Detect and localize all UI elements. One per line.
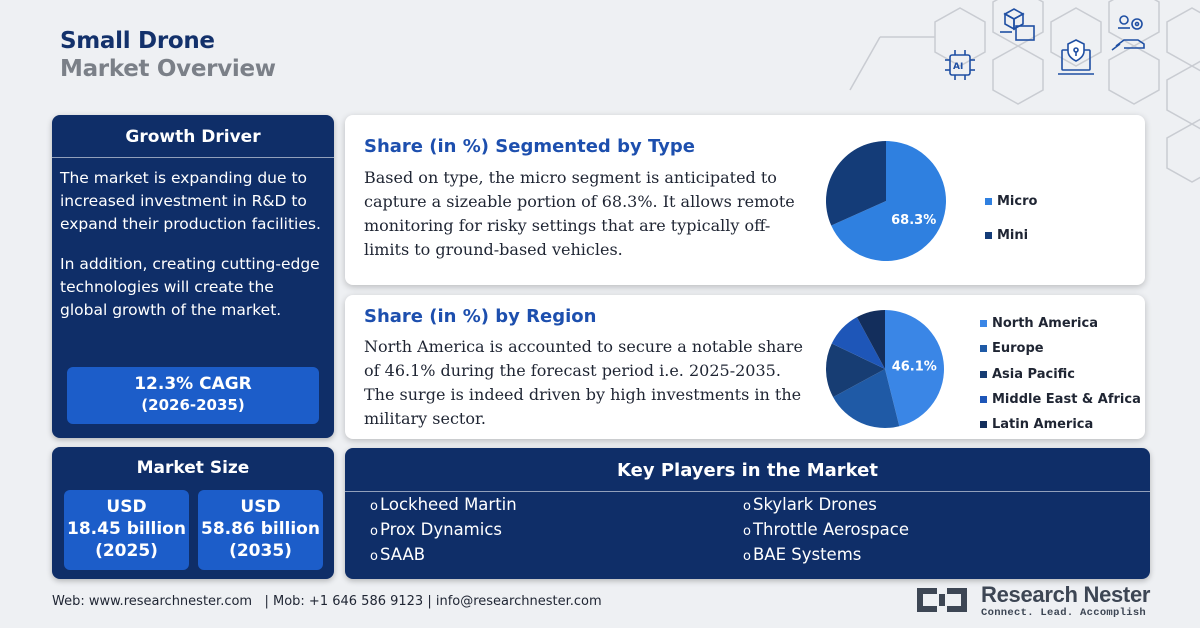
market-size-amount: 58.86 billion — [201, 519, 320, 539]
legend-item-europe: Europe — [980, 336, 1141, 361]
type-pie-chart: 68.3% — [826, 141, 946, 261]
key-players-right-column: o Skylark Drones o Throttle Aerospace o BAE… — [743, 492, 909, 567]
growth-driver-divider — [52, 157, 334, 158]
legend-item-middle-east-africa: Middle East & Africa — [980, 387, 1141, 412]
region-share-title: Share (in %) by Region — [364, 306, 597, 327]
pie-slice-micro — [831, 141, 946, 261]
legend-swatch — [980, 370, 987, 378]
legend-label: Middle East & Africa — [992, 392, 1141, 408]
market-size-2035: USD 58.86 billion (2035) — [198, 490, 323, 570]
market-size-title: Market Size — [136, 458, 250, 478]
key-player-name: Lockheed Martin — [379, 495, 517, 514]
page-title: Small Drone Market Overview — [60, 28, 276, 82]
bullet-icon: o — [743, 524, 751, 539]
cagr-period: (2026-2035) — [141, 396, 245, 414]
growth-driver-paragraph2: In addition, creating cutting-edge techn… — [60, 255, 320, 319]
logo-mark-icon — [917, 588, 967, 612]
growth-driver-paragraph1: The market is expanding due to increased… — [60, 169, 321, 233]
logo-name: Research Nester — [981, 582, 1151, 607]
region-pie-chart: 46.1% — [826, 310, 944, 428]
legend-label: Asia Pacific — [992, 366, 1076, 382]
region-share-card: Share (in %) by Region North America is … — [345, 295, 1145, 439]
legend-item-micro: Micro — [985, 184, 1037, 218]
market-size-2025: USD 18.45 billion (2025) — [64, 490, 189, 570]
region-share-text: North America is accounted to secure a n… — [364, 337, 803, 428]
pie-slice-latin-america — [856, 310, 885, 369]
legend-swatch — [985, 231, 992, 239]
bullet-icon: o — [370, 549, 378, 564]
research-nester-logo: Research Nester Connect. Lead. Accomplis… — [913, 582, 1153, 622]
market-size-year: (2035) — [229, 541, 292, 561]
pie-slice-north-america — [885, 310, 944, 427]
legend-swatch — [980, 421, 987, 429]
key-player-name: Prox Dynamics — [379, 520, 503, 539]
legend-item-latin-america: Latin America — [980, 412, 1141, 437]
ai-chip-icon: AI — [945, 50, 975, 80]
legend-item-mini: Mini — [985, 218, 1037, 252]
growth-driver-card: Growth Driver The market is expanding du… — [52, 115, 334, 438]
pie-slice-asia-pacific — [826, 343, 885, 398]
key-players-title: Key Players in the Market — [617, 460, 878, 481]
bullet-icon: o — [743, 549, 751, 564]
region-legend: North America Europe Asia Pacific Middle… — [980, 311, 1141, 437]
key-players-divider — [345, 491, 1150, 492]
key-player-item: o BAE Systems — [743, 542, 909, 567]
market-size-currency: USD — [106, 497, 147, 517]
legend-label: Mini — [997, 227, 1029, 243]
legend-swatch — [980, 345, 987, 353]
pie-slice-middle-east-africa — [831, 317, 885, 369]
key-player-item: o Throttle Aerospace — [743, 517, 909, 542]
page-title-line2: Market Overview — [60, 56, 276, 82]
legend-swatch — [980, 320, 987, 328]
legend-swatch — [980, 396, 987, 404]
svg-text:AI: AI — [953, 62, 963, 72]
key-player-name: Throttle Aerospace — [752, 520, 910, 539]
legend-swatch — [985, 197, 992, 205]
key-player-name: Skylark Drones — [752, 495, 877, 514]
shield-laptop-icon — [1058, 39, 1094, 75]
type-share-title: Share (in %) Segmented by Type — [364, 136, 695, 157]
pie-data-label: 46.1% — [892, 359, 937, 374]
legend-label: Europe — [992, 341, 1044, 357]
cagr-badge: 12.3% CAGR (2026-2035) — [67, 367, 319, 424]
pie-slice-europe — [833, 369, 900, 428]
key-player-item: o Skylark Drones — [743, 492, 909, 517]
key-player-name: BAE Systems — [752, 545, 862, 564]
market-size-amount: 18.45 billion — [67, 519, 186, 539]
key-players-left-column: o Lockheed Martin o Prox Dynamics o SAAB — [370, 492, 517, 567]
type-legend: Micro Mini — [985, 184, 1037, 252]
page-title-line1: Small Drone — [60, 28, 215, 54]
bullet-icon: o — [370, 499, 378, 514]
legend-label: Latin America — [992, 417, 1094, 433]
key-player-item: o Prox Dynamics — [370, 517, 517, 542]
key-player-name: SAAB — [379, 545, 426, 564]
pie-data-label: 68.3% — [891, 213, 936, 228]
growth-driver-title: Growth Driver — [125, 127, 261, 147]
pie-slice-mini — [826, 141, 886, 226]
legend-label: Micro — [997, 193, 1038, 209]
key-players-card: Key Players in the Market o Lockheed Mart… — [345, 448, 1150, 579]
market-size-currency: USD — [240, 497, 281, 517]
market-size-year: (2025) — [95, 541, 158, 561]
legend-item-asia-pacific: Asia Pacific — [980, 362, 1141, 387]
key-player-item: o SAAB — [370, 542, 517, 567]
cagr-value: 12.3% CAGR — [134, 374, 252, 394]
legend-item-north-america: North America — [980, 311, 1141, 336]
footer-contact: Web: www.researchnester.com | Mob: +1 64… — [52, 594, 602, 609]
legend-label: North America — [992, 316, 1098, 332]
key-player-item: o Lockheed Martin — [370, 492, 517, 517]
hand-gears-icon — [1111, 15, 1145, 51]
type-share-text: Based on type, the micro segment is anti… — [364, 168, 795, 259]
type-share-card: Share (in %) Segmented by Type Based on … — [345, 115, 1145, 285]
market-size-card: Market Size USD 18.45 billion (2025) USD… — [52, 447, 334, 579]
bullet-icon: o — [743, 499, 751, 514]
logo-tagline: Connect. Lead. Accomplish — [981, 607, 1147, 619]
cube-diagram-icon — [1000, 8, 1035, 41]
bullet-icon: o — [370, 524, 378, 539]
